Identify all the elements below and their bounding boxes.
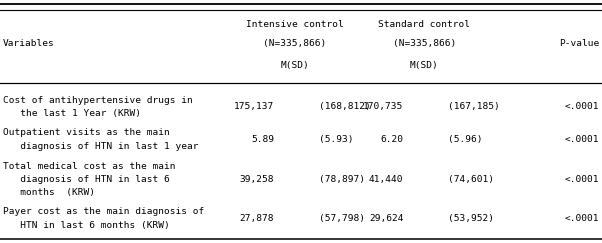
Text: Intensive control: Intensive control xyxy=(246,20,344,29)
Text: <.0001: <.0001 xyxy=(565,175,599,184)
Text: 27,878: 27,878 xyxy=(240,214,274,223)
Text: <.0001: <.0001 xyxy=(565,135,599,144)
Text: Standard control: Standard control xyxy=(379,20,470,29)
Text: Variables: Variables xyxy=(3,39,55,48)
Text: (167,185): (167,185) xyxy=(448,102,500,112)
Text: Cost of antihypertensive drugs in: Cost of antihypertensive drugs in xyxy=(3,95,193,104)
Text: months  (KRW): months (KRW) xyxy=(3,188,95,197)
Text: HTN in last 6 months (KRW): HTN in last 6 months (KRW) xyxy=(3,221,170,230)
Text: 170,735: 170,735 xyxy=(363,102,403,112)
Text: Outpatient visits as the main: Outpatient visits as the main xyxy=(3,128,170,137)
Text: P-value: P-value xyxy=(559,39,599,48)
Text: (57,798): (57,798) xyxy=(319,214,365,223)
Text: 41,440: 41,440 xyxy=(369,175,403,184)
Text: 29,624: 29,624 xyxy=(369,214,403,223)
Text: 6.20: 6.20 xyxy=(380,135,403,144)
Text: (5.96): (5.96) xyxy=(448,135,483,144)
Text: M(SD): M(SD) xyxy=(281,61,309,70)
Text: 175,137: 175,137 xyxy=(234,102,274,112)
Text: (N=335,866): (N=335,866) xyxy=(263,39,327,48)
Text: diagnosis of HTN in last 6: diagnosis of HTN in last 6 xyxy=(3,175,170,184)
Text: (53,952): (53,952) xyxy=(448,214,494,223)
Text: (N=335,866): (N=335,866) xyxy=(393,39,456,48)
Text: (5.93): (5.93) xyxy=(319,135,353,144)
Text: (78,897): (78,897) xyxy=(319,175,365,184)
Text: <.0001: <.0001 xyxy=(565,214,599,223)
Text: 39,258: 39,258 xyxy=(240,175,274,184)
Text: Total medical cost as the main: Total medical cost as the main xyxy=(3,162,176,171)
Text: 5.89: 5.89 xyxy=(251,135,274,144)
Text: <.0001: <.0001 xyxy=(565,102,599,112)
Text: (168,812): (168,812) xyxy=(319,102,371,112)
Text: Payer cost as the main diagnosis of: Payer cost as the main diagnosis of xyxy=(3,207,204,216)
Text: the last 1 Year (KRW): the last 1 Year (KRW) xyxy=(3,109,141,118)
Text: (74,601): (74,601) xyxy=(448,175,494,184)
Text: M(SD): M(SD) xyxy=(410,61,439,70)
Text: diagnosis of HTN in last 1 year: diagnosis of HTN in last 1 year xyxy=(3,142,199,151)
